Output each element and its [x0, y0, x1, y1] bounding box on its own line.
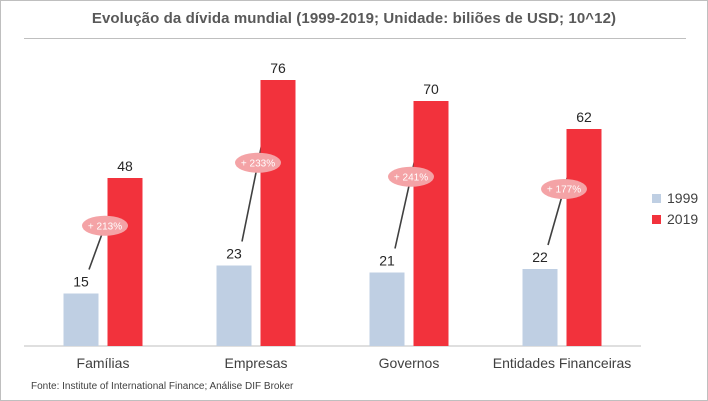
category-label-empresas: Empresas — [224, 355, 287, 371]
growth-label-governos: + 241% — [394, 172, 428, 183]
category-label-entidades-financeiras: Entidades Financeiras — [493, 355, 632, 371]
category-label-fam-lias: Famílias — [77, 355, 130, 371]
value-label-1999-empresas: 23 — [226, 246, 242, 262]
bar-1999-entidades-financeiras — [522, 269, 558, 346]
bars — [63, 80, 602, 346]
legend-swatch-1999 — [652, 193, 661, 203]
growth-annotations: + 213% + 233% + 241% + 177% — [82, 152, 587, 236]
bar-2019-fam-lias — [107, 178, 143, 346]
chart-title: Evolução da dívida mundial (1999-2019; U… — [91, 10, 617, 27]
growth-badge-empresas — [235, 152, 281, 173]
growth-badge-fam-lias — [82, 215, 128, 236]
legend-swatch-2019 — [652, 214, 661, 224]
source-note: Fonte: Institute of International Financ… — [31, 381, 294, 392]
legend-item-1999: 1999 — [652, 189, 698, 207]
legend: 1999 2019 — [652, 189, 698, 231]
bar-2019-empresas — [260, 80, 296, 346]
bar-2019-governos — [413, 101, 449, 346]
value-label-2019-empresas: 76 — [270, 60, 286, 76]
bar-1999-empresas — [216, 265, 252, 346]
value-label-1999-fam-lias: 15 — [73, 274, 89, 290]
data-labels: 15 48 23 76 21 70 22 62 — [73, 60, 592, 290]
category-label-governos: Governos — [379, 355, 440, 371]
growth-label-entidades-financeiras: + 177% — [547, 185, 581, 196]
value-label-2019-fam-lias: 48 — [117, 158, 133, 174]
bar-2019-entidades-financeiras — [566, 129, 602, 346]
legend-label-1999: 1999 — [667, 190, 699, 206]
title-divider — [24, 38, 686, 39]
value-label-1999-governos: 21 — [379, 253, 395, 269]
growth-label-fam-lias: + 213% — [88, 221, 122, 232]
growth-badge-governos — [388, 166, 434, 187]
bar-1999-fam-lias — [63, 293, 99, 346]
growth-badge-entidades-financeiras — [541, 179, 587, 199]
bar-1999-governos — [369, 272, 405, 346]
value-label-1999-entidades-financeiras: 22 — [532, 249, 548, 265]
legend-item-2019: 2019 — [652, 210, 698, 228]
value-label-2019-entidades-financeiras: 62 — [576, 109, 592, 125]
category-labels: Famílias Empresas Governos Entidades Financ… — [77, 355, 632, 371]
growth-label-empresas: + 233% — [241, 158, 275, 169]
growth-arrows — [88, 81, 583, 270]
value-label-2019-governos: 70 — [423, 81, 439, 97]
legend-label-2019: 2019 — [667, 211, 699, 227]
